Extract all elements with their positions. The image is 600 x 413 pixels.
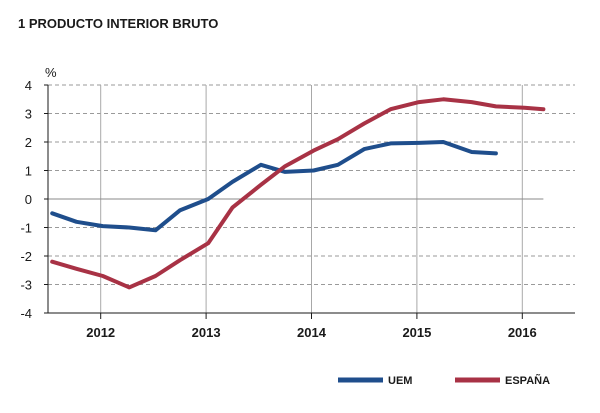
y-tick-label: 2 (25, 135, 32, 150)
series-line-uem (50, 140, 498, 233)
y-tick-label: 4 (25, 78, 32, 93)
x-tick-label: 2015 (402, 325, 431, 340)
legend-label: UEM (388, 375, 412, 387)
x-tick-label: 2016 (508, 325, 537, 340)
series-line-españa (50, 97, 546, 290)
y-tick-label: 0 (25, 192, 32, 207)
y-tick-label: -3 (20, 278, 32, 293)
y-tick-label: -2 (20, 249, 32, 264)
y-axis-unit-label: % (45, 65, 57, 80)
legend: UEM ESPAÑA (338, 374, 550, 387)
chart-title: 1 PRODUCTO INTERIOR BRUTO (18, 16, 218, 31)
y-tick-label: -1 (20, 221, 32, 236)
y-tick-label: -4 (20, 306, 32, 321)
legend-label: ESPAÑA (505, 374, 550, 387)
x-tick-label: 2014 (297, 325, 327, 340)
x-tick-label: 2012 (86, 325, 115, 340)
y-tick-label: 1 (25, 164, 32, 179)
plot-area: 4 3 2 1 0 -1 -2 -3 -4 2012 2013 2014 2015 2016 (20, 78, 575, 340)
x-tick-label: 2013 (192, 325, 221, 340)
y-tick-label: 3 (25, 107, 32, 122)
